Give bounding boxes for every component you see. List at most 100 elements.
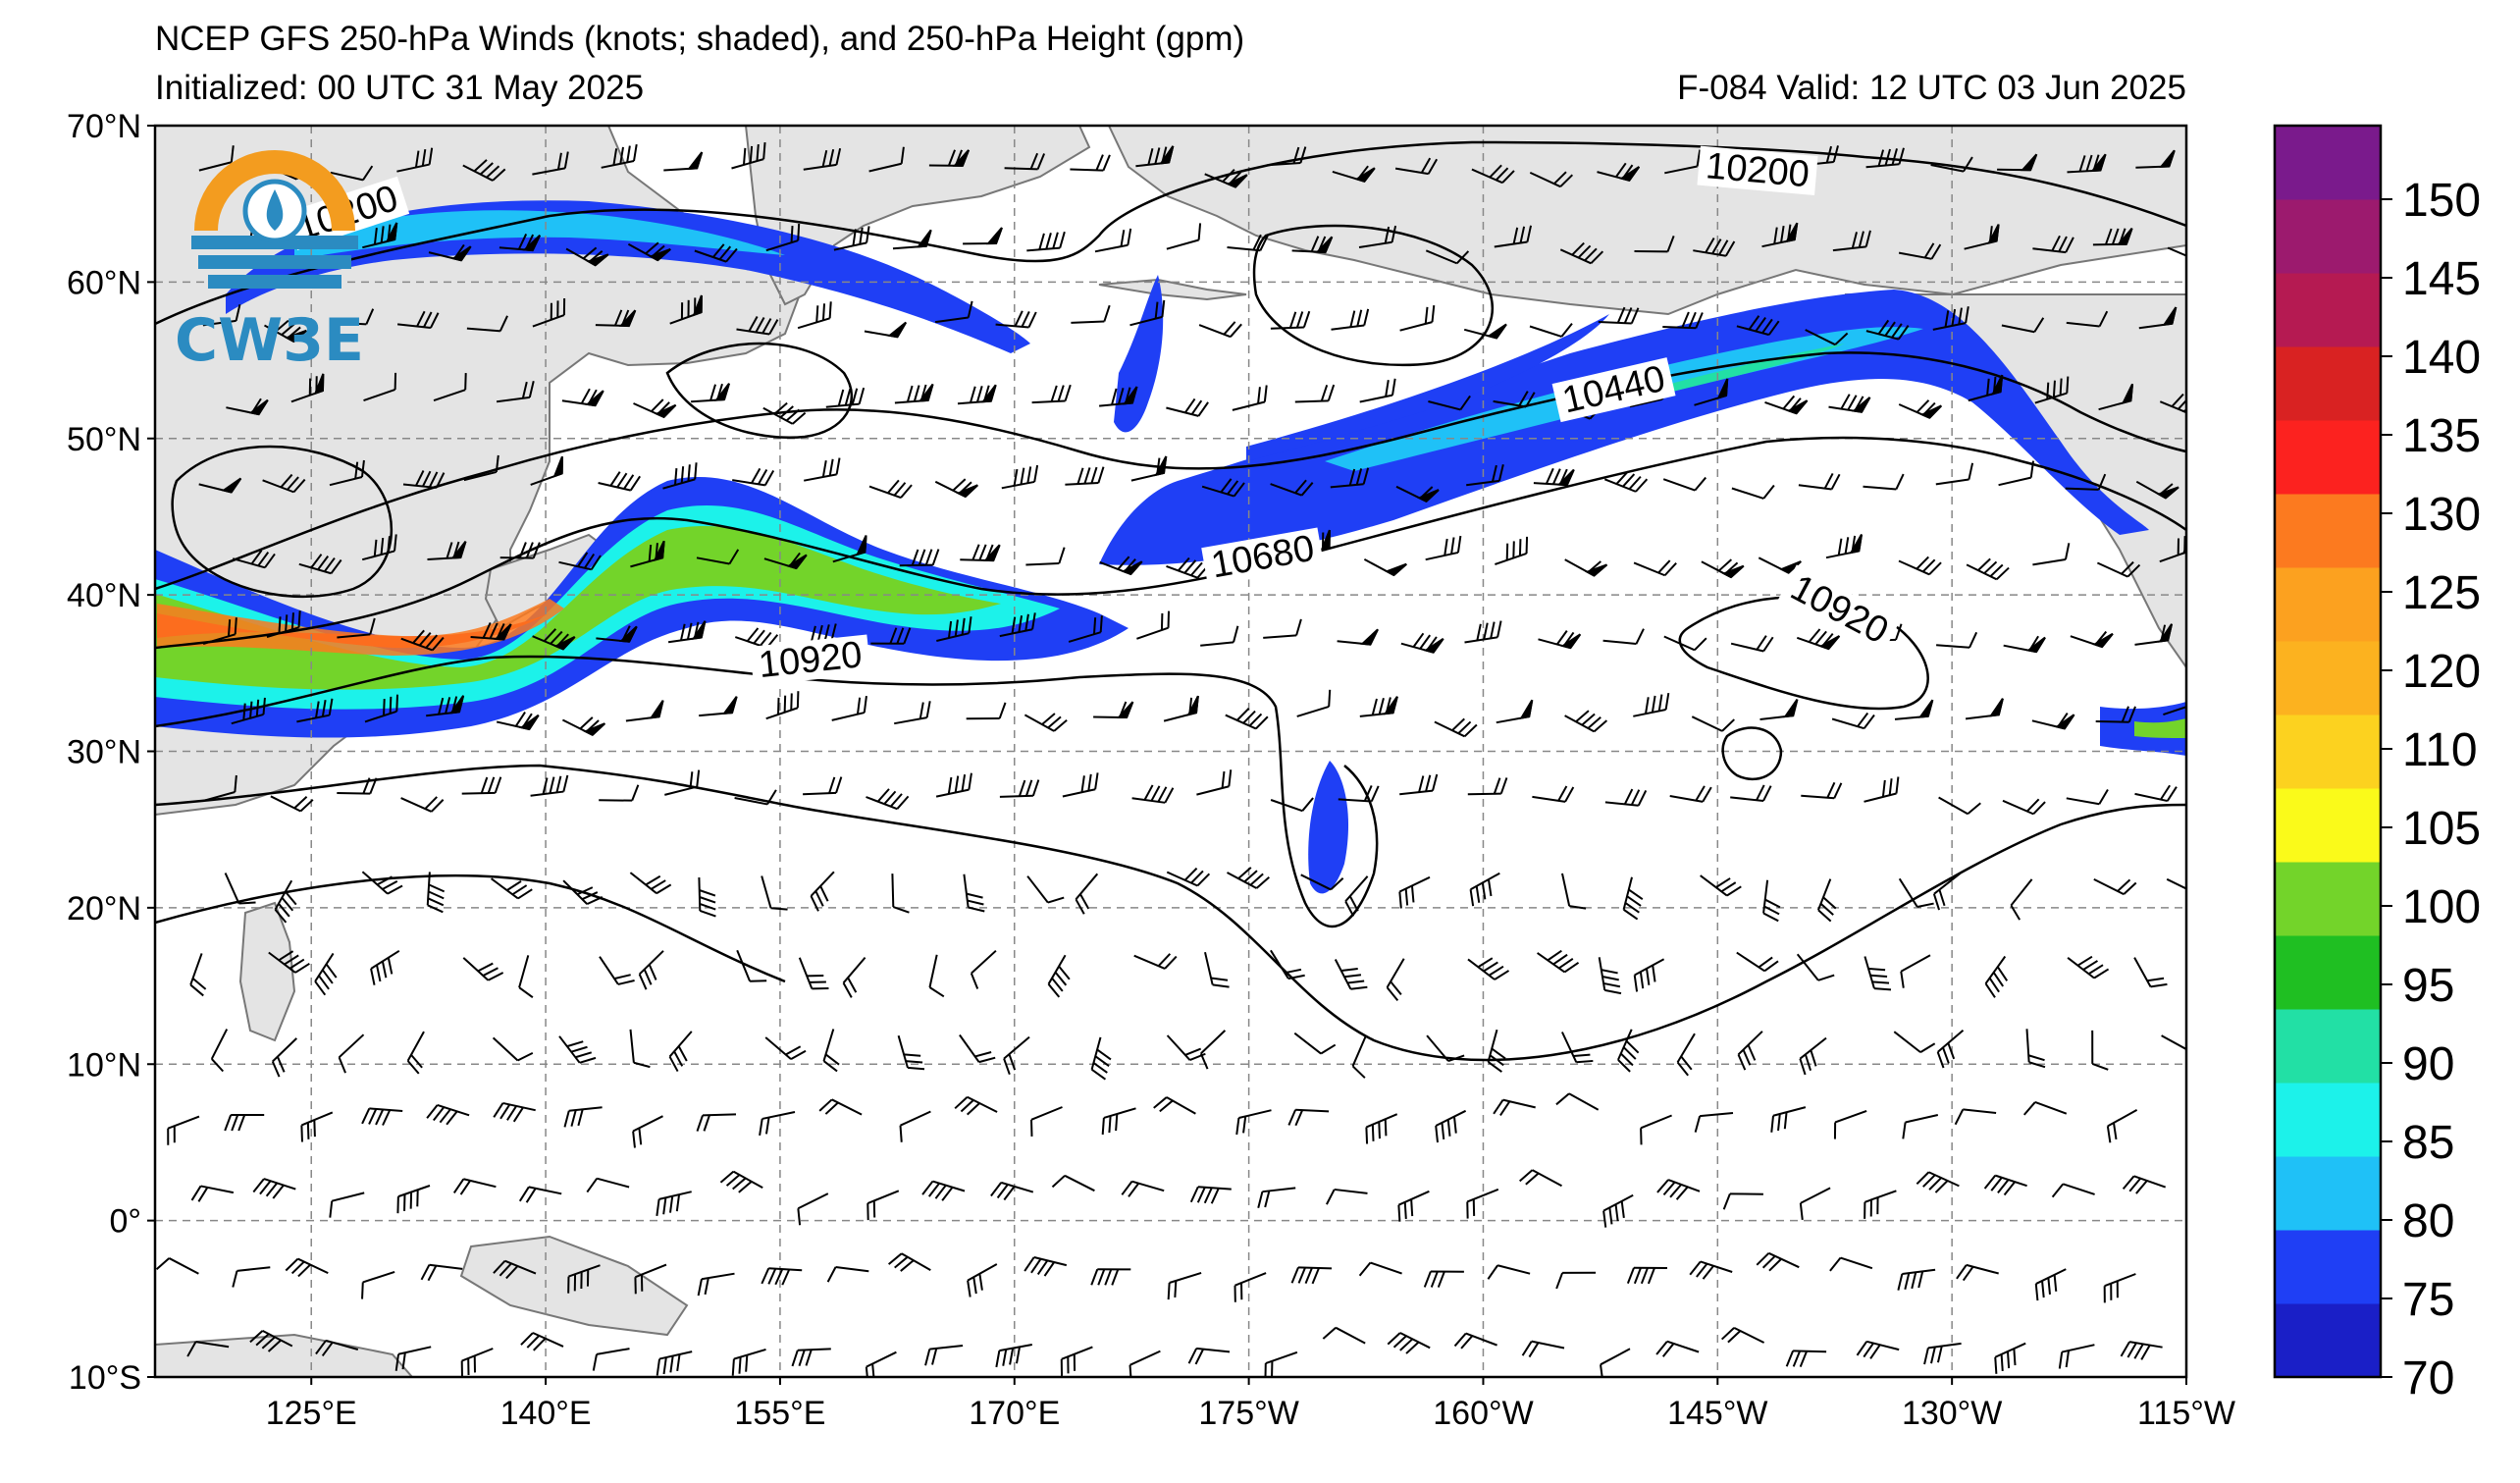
barb-feather (907, 1066, 925, 1071)
barb-staff (732, 479, 765, 487)
barb-feather (1777, 1113, 1781, 1132)
barb-feather (313, 1120, 316, 1138)
wind-barb (765, 223, 801, 252)
wind-barb (226, 397, 269, 416)
barb-feather (889, 627, 898, 645)
barb-pennant (1991, 374, 2004, 396)
wind-barb (2066, 788, 2109, 806)
barb-feather (821, 459, 827, 478)
wind-barb (1031, 384, 1072, 404)
barb-feather (1054, 971, 1068, 986)
barb-staff (262, 479, 294, 494)
barb-staff (2134, 792, 2168, 803)
barb-feather (1718, 239, 1729, 256)
barb-feather (1370, 785, 1380, 802)
wind-barb (894, 701, 931, 725)
colorbar-labels: 7075808590951001051101201251301351401451… (2381, 175, 2481, 1404)
barb-staff (1344, 875, 1369, 903)
barb-feather (1092, 1062, 1108, 1074)
barb-staff (1994, 1342, 2026, 1358)
barb-feather (619, 146, 624, 164)
subtropical-blob (1308, 761, 1349, 894)
barb-staff (1768, 1251, 1800, 1269)
barb-staff (1662, 326, 1697, 330)
barb-feather (894, 1255, 909, 1269)
barb-feather (2191, 399, 2203, 416)
contour-closed-30n (1721, 726, 1783, 781)
barb-feather (197, 1187, 209, 1202)
barb-feather (1013, 468, 1019, 487)
wind-barb (1731, 484, 1775, 500)
barb-feather (1783, 1112, 1788, 1130)
barb-staff (638, 950, 664, 976)
barb-staff (224, 873, 240, 904)
barb-feather (2117, 878, 2131, 892)
barb-feather (1493, 1099, 1504, 1115)
barb-staff (1772, 1106, 1807, 1117)
barb-feather (1194, 1349, 1205, 1365)
wind-barb (561, 716, 606, 736)
wind-barb (461, 776, 502, 795)
barb-feather (373, 539, 378, 556)
barb-feather (911, 549, 919, 566)
barb-staff (1297, 1266, 1333, 1270)
longitude-labels: 125°E 140°E 155°E 170°E 175°W 160°W 145°W 130°W… (266, 1377, 2235, 1432)
barb-feather (1242, 1116, 1247, 1134)
wind-barb (1322, 1326, 1366, 1345)
barb-feather (1871, 980, 1890, 984)
barb-feather (1930, 243, 1942, 260)
barb-staff (1863, 485, 1897, 491)
barb-feather (1128, 1183, 1140, 1197)
barb-feather (1190, 561, 1203, 576)
barb-feather (1864, 1201, 1866, 1219)
wind-barb (1898, 242, 1942, 260)
barb-staff (658, 1351, 693, 1360)
wind-barb (1467, 777, 1508, 796)
barb-feather (1405, 1341, 1420, 1354)
barb-feather (1157, 786, 1168, 803)
barb-feather (924, 549, 933, 566)
wind-barb (864, 321, 908, 339)
barb-feather (1747, 1044, 1757, 1061)
barb-feather (613, 974, 631, 980)
barb-feather (2112, 1122, 2118, 1140)
colorbar-swatch-150 (2275, 126, 2381, 200)
barb-feather (550, 302, 552, 320)
barb-pennant (313, 373, 325, 396)
wind-barb (599, 956, 635, 985)
wind-barb (1936, 1030, 1965, 1069)
barb-staff (1865, 1340, 1900, 1351)
barb-feather (887, 479, 900, 495)
barb-staff (1736, 325, 1770, 337)
barb-staff (231, 713, 264, 725)
barb-feather (1446, 1119, 1451, 1137)
colorbar-swatch-80 (2275, 1156, 2381, 1231)
barb-feather (514, 712, 526, 727)
wind-barb (285, 1257, 329, 1278)
wind-barb (1689, 1260, 1733, 1280)
barb-staff (1103, 1107, 1136, 1119)
barb-pennant (586, 253, 609, 267)
wind-barb (232, 1266, 271, 1288)
wind-barb (1426, 1034, 1465, 1063)
wind-barb (1358, 225, 1397, 248)
barb-staff (396, 323, 432, 330)
barb-feather (1343, 974, 1362, 979)
barb-staff (274, 879, 293, 911)
barb-staff (1204, 951, 1214, 985)
wind-barb (1965, 698, 2004, 720)
barb-feather (234, 617, 237, 635)
barb-pennant (721, 696, 738, 715)
barb-pennant (450, 245, 472, 262)
wind-barb (633, 398, 677, 419)
barb-feather (819, 885, 829, 902)
barb-feather (420, 1264, 431, 1281)
barb-feather (275, 319, 289, 333)
barb-feather (297, 1263, 311, 1278)
barb-feather (267, 1339, 282, 1352)
barb-pennant (519, 714, 540, 731)
barb-feather (1869, 1199, 1872, 1217)
barb-feather (1292, 146, 1300, 164)
barb-feather (631, 784, 640, 802)
wind-barb (2122, 1175, 2167, 1194)
